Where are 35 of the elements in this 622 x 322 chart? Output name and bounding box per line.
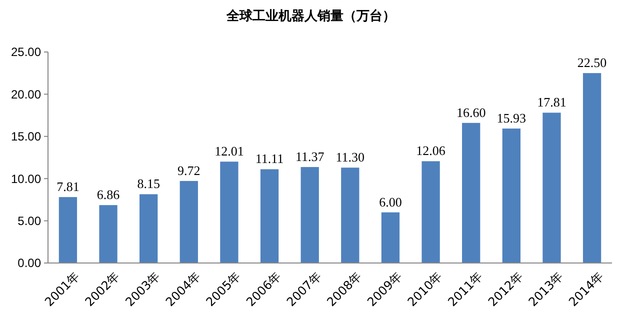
data-label: 7.81: [56, 179, 80, 194]
data-label: 8.15: [137, 176, 160, 192]
y-tick-label: 25.00: [10, 45, 42, 60]
data-label: 15.93: [496, 110, 526, 126]
bar: [381, 212, 400, 263]
y-tick-label: 5.00: [18, 214, 42, 228]
bar: [140, 194, 158, 263]
data-label: 11.37: [295, 149, 325, 164]
bar: [341, 168, 360, 263]
bar: [542, 112, 561, 263]
data-label: 12.06: [416, 143, 446, 158]
y-tick-label: 0.00: [18, 256, 42, 270]
bar: [260, 169, 279, 263]
chart-title: 全球工业机器人销量（万台）: [226, 8, 396, 24]
y-tick-label: 10.00: [10, 172, 42, 186]
data-label: 11.11: [255, 151, 284, 166]
data-label: 6.00: [379, 194, 402, 210]
bar: [99, 205, 118, 263]
data-label: 11.30: [336, 150, 365, 165]
bar: [220, 162, 238, 263]
bar: [58, 197, 78, 263]
data-label: 22.50: [577, 55, 607, 70]
data-label: 9.72: [178, 162, 200, 178]
bar: [462, 122, 480, 263]
data-label: 16.60: [456, 104, 486, 120]
bar: [300, 167, 319, 263]
bar: [422, 161, 440, 263]
data-label: 17.81: [537, 94, 566, 110]
y-tick-label: 15.00: [10, 130, 42, 144]
bar: [502, 128, 520, 263]
data-label: 12.01: [214, 144, 244, 159]
bar: [180, 180, 198, 263]
data-label: 6.86: [96, 187, 120, 202]
y-tick-label: 20.00: [10, 87, 42, 102]
bar: [582, 73, 602, 263]
